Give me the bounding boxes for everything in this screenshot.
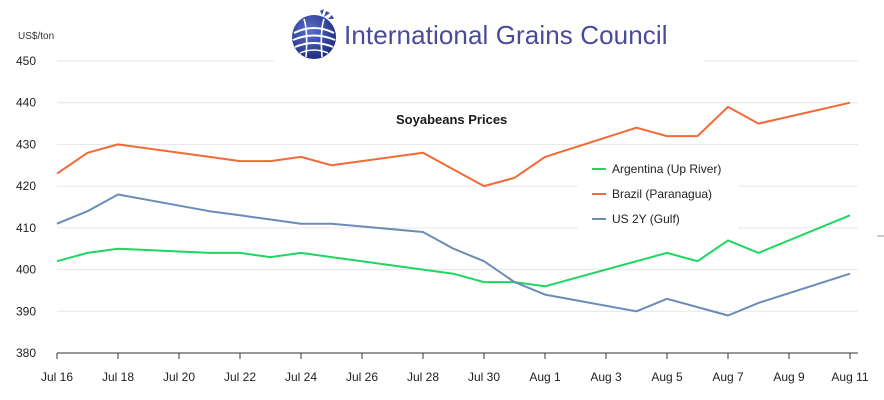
axes bbox=[56, 235, 884, 359]
y-tick-label-380: 380 bbox=[16, 346, 36, 360]
y-tick-label-400: 400 bbox=[16, 263, 36, 277]
legend-label-us-gulf: US 2Y (Gulf) bbox=[612, 212, 680, 226]
legend-item-argentina: Argentina (Up River) bbox=[578, 160, 721, 178]
y-axis-unit-label: US$/ton bbox=[18, 31, 55, 42]
x-tick-label-9: Aug 3 bbox=[590, 370, 622, 384]
legend-swatch-argentina bbox=[592, 168, 606, 170]
legend-label-argentina: Argentina (Up River) bbox=[612, 162, 722, 176]
x-tick-label-4: Jul 24 bbox=[285, 370, 317, 384]
y-tick-label-420: 420 bbox=[16, 179, 36, 193]
y-tick-label-440: 440 bbox=[16, 96, 36, 110]
x-tick-label-1: Jul 18 bbox=[102, 370, 134, 384]
x-tick-label-7: Jul 30 bbox=[468, 370, 500, 384]
legend-item-us-gulf: US 2Y (Gulf) bbox=[578, 210, 680, 228]
globe-wheat-logo-icon bbox=[292, 9, 336, 59]
legend-swatch-brazil bbox=[592, 193, 606, 195]
grid-lines bbox=[57, 60, 858, 312]
legend-item-brazil: Brazil (Paranagua) bbox=[578, 185, 712, 203]
igc-logo: International Grains Council bbox=[274, 6, 704, 64]
series-lines bbox=[56, 101, 851, 317]
y-tick-label-390: 390 bbox=[16, 304, 36, 318]
legend: Argentina (Up River) Brazil (Paranagua) … bbox=[578, 154, 738, 232]
y-tick-label-430: 430 bbox=[16, 137, 36, 151]
y-tick-label-410: 410 bbox=[16, 221, 36, 235]
x-tick-label-5: Jul 26 bbox=[346, 370, 378, 384]
y-tick-label-450: 450 bbox=[16, 54, 36, 68]
x-tick-label-6: Jul 28 bbox=[407, 370, 439, 384]
series-line-2 bbox=[56, 193, 851, 317]
x-tick-label-11: Aug 7 bbox=[712, 370, 744, 384]
x-tick-label-12: Aug 9 bbox=[773, 370, 805, 384]
x-tick-label-13: Aug 11 bbox=[831, 370, 868, 384]
x-tick-label-0: Jul 16 bbox=[41, 370, 73, 384]
y-tick-labels: 380 390 400 410 420 430 440 450 bbox=[16, 54, 36, 360]
series-line-0 bbox=[56, 214, 851, 288]
x-tick-label-8: Aug 1 bbox=[529, 370, 561, 384]
x-tick-label-2: Jul 20 bbox=[163, 370, 195, 384]
x-tick-label-10: Aug 5 bbox=[651, 370, 683, 384]
x-tick-label-3: Jul 22 bbox=[224, 370, 256, 384]
series-line-1 bbox=[56, 101, 851, 188]
legend-label-brazil: Brazil (Paranagua) bbox=[612, 187, 713, 201]
x-tick-labels: Jul 16 Jul 18 Jul 20 Jul 22 Jul 24 Jul 26 Jul … bbox=[41, 370, 869, 384]
logo-text: International Grains Council bbox=[344, 19, 668, 50]
legend-swatch-us-gulf bbox=[592, 218, 606, 220]
chart-title: Soyabeans Prices bbox=[396, 112, 508, 127]
